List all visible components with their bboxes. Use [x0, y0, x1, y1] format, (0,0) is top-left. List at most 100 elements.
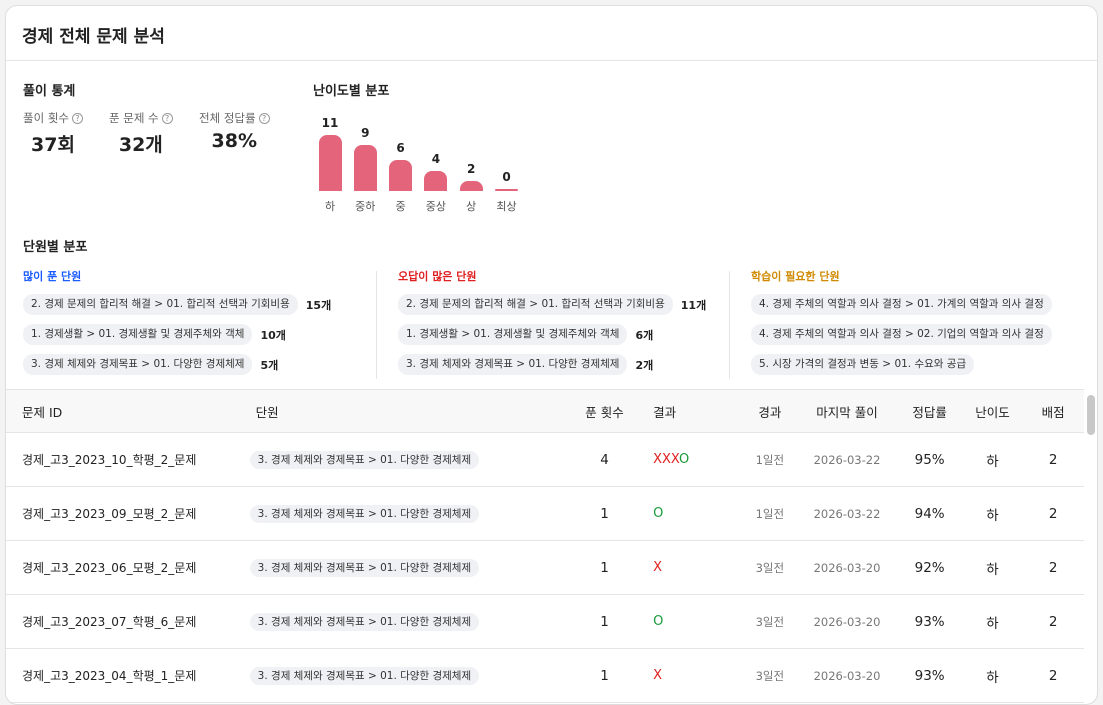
wrong-mark: X [662, 452, 671, 467]
analysis-card: 경제 전체 문제 분석 풀이 통계 풀이 횟수? 37회 푼 문제 수? 32개… [5, 5, 1098, 705]
bar-value-label: 9 [361, 126, 370, 141]
unit-chip[interactable]: 5. 시장 가격의 결정과 변동 > 01. 수요와 공급 [751, 354, 975, 375]
column-header[interactable]: 배점 [1022, 389, 1084, 433]
table-row[interactable]: 경제_고3_2023_07_학평_6_문제 3. 경제 체제와 경제목표 > 01… [6, 594, 1084, 649]
problem-table: 문제 ID 단원 푼 횟수 결과 경과 마지막 풀이 정답률 난이도 배점 경제_고3_2023… [6, 389, 1084, 703]
elapsed-cell: 3일전 [742, 540, 798, 595]
last-cell: 2026-03-20 [797, 594, 897, 649]
bar-상 [459, 180, 483, 191]
rate-cell: 95% [896, 432, 963, 487]
result-cell: O [643, 486, 743, 541]
bar-value-label: 11 [321, 115, 339, 130]
wrong-mark: X [653, 452, 662, 467]
help-icon[interactable]: ? [161, 113, 173, 124]
wrong-mark: X [653, 668, 662, 683]
stat-value: 32개 [118, 134, 163, 156]
score-cell: 2 [1022, 486, 1084, 541]
stat-accuracy: 전체 정답률? 38% [199, 110, 270, 152]
unit-chip[interactable]: 2. 경제 문제의 합리적 해결 > 01. 합리적 선택과 기회비용 [23, 294, 298, 315]
column-header[interactable]: 난이도 [962, 389, 1023, 433]
unit-chip[interactable]: 1. 경제생활 > 01. 경제생활 및 경제주체와 객체 [23, 324, 253, 345]
bar-하 [318, 134, 342, 191]
correct-mark: O [678, 452, 690, 467]
unit-chip: 3. 경제 체제와 경제목표 > 01. 다양한 경제체제 [249, 559, 480, 577]
count-cell: 1 [565, 486, 644, 541]
unit-count: 15개 [305, 298, 332, 312]
score-cell: 2 [1022, 540, 1084, 595]
stat-value: 37회 [31, 134, 75, 156]
elapsed-cell: 3일전 [742, 648, 798, 703]
unit-chip[interactable]: 4. 경제 주체의 역할과 의사 결정 > 02. 기업의 역할과 의사 결정 [751, 324, 1052, 345]
bar-value-label: 4 [431, 151, 441, 166]
column-header[interactable]: 정답률 [896, 389, 963, 433]
unit-row: 5. 시장 가격의 결정과 변동 > 01. 수요와 공급 [751, 353, 1052, 376]
column-header[interactable]: 결과 [643, 389, 743, 433]
table-row[interactable]: 경제_고3_2023_06_모평_2_문제 3. 경제 체제와 경제목표 > 01… [6, 540, 1084, 595]
category-label: 중상 [425, 200, 447, 213]
unit-chip: 3. 경제 체제와 경제목표 > 01. 다양한 경제체제 [249, 613, 480, 631]
last-cell: 2026-03-20 [797, 540, 897, 595]
level-cell: 하 [962, 432, 1023, 487]
unit-column-title: 많이 푼 단원 [23, 270, 82, 283]
stat-attempts: 풀이 횟수? 37회 [23, 110, 83, 157]
column-header[interactable]: 단원 [239, 389, 566, 433]
rate-cell: 92% [896, 540, 963, 595]
last-cell: 2026-03-22 [797, 432, 897, 487]
unit-count: 2개 [635, 358, 654, 372]
id-cell: 경제_고3_2023_04_학평_1_문제 [6, 648, 240, 703]
bar-value-label: 6 [396, 141, 405, 156]
unit-chip[interactable]: 3. 경제 체제와 경제목표 > 01. 다양한 경제체제 [398, 354, 628, 375]
unit-row: 1. 경제생활 > 01. 경제생활 및 경제주체와 객체 6개 [398, 323, 706, 346]
stat-label: 전체 정답률 [199, 111, 256, 125]
id-cell: 경제_고3_2023_10_학평_2_문제 [6, 432, 240, 487]
rate-cell: 93% [896, 594, 963, 649]
count-cell: 1 [565, 594, 644, 649]
elapsed-cell: 3일전 [742, 594, 798, 649]
table-row[interactable]: 경제_고3_2023_10_학평_2_문제 3. 경제 체제와 경제목표 > 01… [6, 432, 1084, 487]
result-cell: X [643, 540, 743, 595]
column-header[interactable]: 푼 횟수 [565, 389, 644, 433]
category-label: 중하 [355, 200, 376, 213]
bar-value-label: 0 [502, 170, 511, 184]
level-cell: 하 [962, 648, 1023, 703]
id-cell: 경제_고3_2023_06_모평_2_문제 [6, 540, 240, 595]
bar-최상 [495, 189, 518, 191]
unit-count: 10개 [260, 328, 286, 342]
rate-cell: 94% [896, 486, 963, 541]
result-cell: X [643, 648, 743, 703]
bar-value-label: 2 [467, 161, 476, 176]
scrollbar[interactable] [1087, 395, 1095, 435]
column-header[interactable]: 마지막 풀이 [797, 389, 897, 433]
unit-row: 4. 경제 주체의 역할과 의사 결정 > 02. 기업의 역할과 의사 결정 [751, 323, 1052, 346]
level-cell: 하 [962, 540, 1023, 595]
count-cell: 1 [565, 648, 644, 703]
divider [376, 271, 377, 379]
bar-중 [389, 160, 413, 191]
unit-chip: 3. 경제 체제와 경제목표 > 01. 다양한 경제체제 [249, 667, 480, 685]
help-icon[interactable]: ? [258, 113, 270, 124]
help-icon[interactable]: ? [71, 113, 83, 124]
unit-chip[interactable]: 2. 경제 문제의 합리적 해결 > 01. 합리적 선택과 기회비용 [398, 294, 673, 315]
column-header[interactable]: 문제 ID [6, 389, 240, 433]
correct-mark: O [653, 506, 664, 521]
unit-chip[interactable]: 3. 경제 체제와 경제목표 > 01. 다양한 경제체제 [23, 354, 253, 375]
unit-row: 2. 경제 문제의 합리적 해결 > 01. 합리적 선택과 기회비용 15개 [23, 293, 331, 316]
id-cell: 경제_고3_2023_07_학평_6_문제 [6, 594, 240, 649]
table-row[interactable]: 경제_고3_2023_04_학평_1_문제 3. 경제 체제와 경제목표 > 01… [6, 648, 1084, 703]
correct-mark: O [653, 614, 664, 629]
score-cell: 2 [1022, 432, 1084, 487]
column-header[interactable]: 경과 [742, 389, 798, 433]
result-cell: XXXO [643, 432, 743, 487]
unit-row: 2. 경제 문제의 합리적 해결 > 01. 합리적 선택과 기회비용 11개 [398, 293, 706, 316]
category-label: 중 [395, 200, 406, 213]
table-row[interactable]: 경제_고3_2023_09_모평_2_문제 3. 경제 체제와 경제목표 > 01… [6, 486, 1084, 541]
category-label: 하 [324, 200, 336, 213]
stat-label: 푼 문제 수 [109, 111, 159, 125]
unit-chip[interactable]: 1. 경제생활 > 01. 경제생활 및 경제주체와 객체 [398, 324, 628, 345]
stat-value: 38% [211, 130, 258, 152]
elapsed-cell: 1일전 [742, 432, 798, 487]
score-cell: 2 [1022, 648, 1084, 703]
units-title: 단원별 분포 [23, 240, 88, 255]
unit-count: 6개 [635, 328, 654, 342]
unit-chip[interactable]: 4. 경제 주체의 역할과 의사 결정 > 01. 가계의 역할과 의사 결정 [751, 294, 1052, 315]
